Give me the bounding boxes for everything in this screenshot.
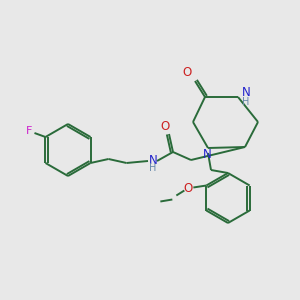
- Text: N: N: [202, 148, 211, 161]
- Text: O: O: [160, 121, 169, 134]
- Text: N: N: [242, 86, 250, 100]
- Text: N: N: [148, 154, 158, 167]
- Text: H: H: [242, 97, 250, 107]
- Text: O: O: [184, 182, 193, 195]
- Text: O: O: [182, 67, 192, 80]
- Text: H: H: [149, 163, 157, 173]
- Text: F: F: [26, 126, 33, 136]
